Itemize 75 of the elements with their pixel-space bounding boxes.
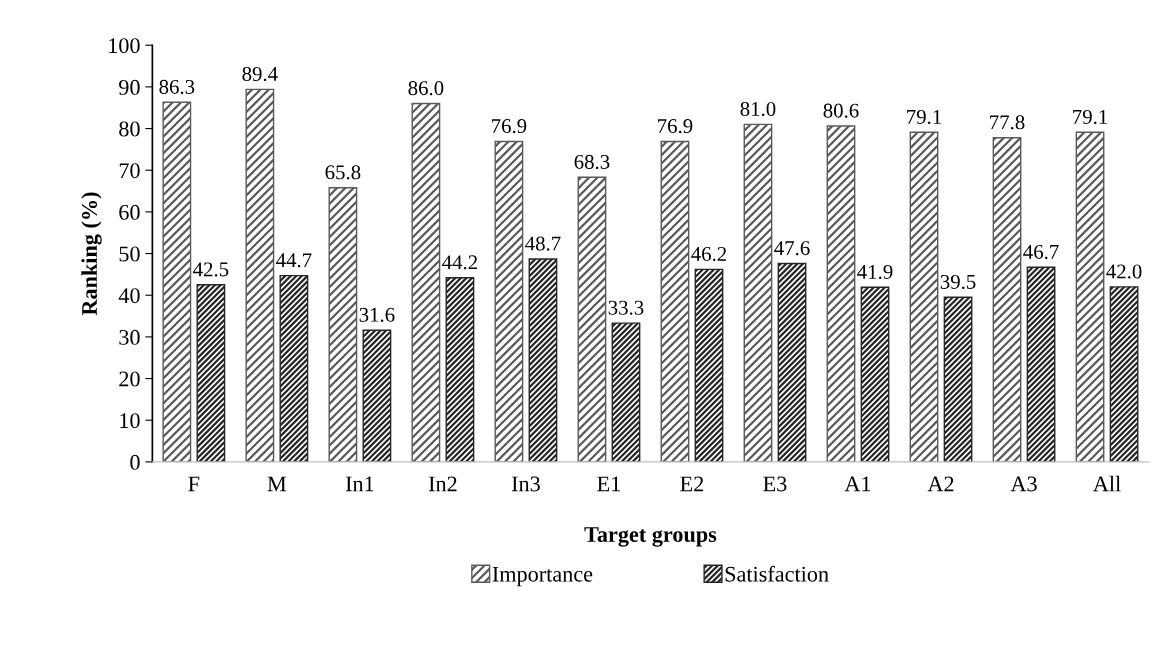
bar bbox=[528, 258, 558, 462]
x-tick-label: F bbox=[188, 476, 200, 492]
bar bbox=[245, 88, 275, 462]
legend-label: Satisfaction bbox=[725, 565, 829, 582]
data-label: 79.1 bbox=[907, 109, 941, 124]
data-label: 89.4 bbox=[242, 66, 278, 82]
bar bbox=[777, 262, 807, 462]
bar bbox=[660, 140, 690, 462]
x-tick-label: A2 bbox=[927, 476, 954, 492]
data-label: 80.6 bbox=[823, 103, 859, 118]
y-tick-label: 90 bbox=[119, 79, 140, 95]
x-tick-label: In3 bbox=[511, 476, 540, 492]
data-label: 42.0 bbox=[1106, 264, 1142, 279]
y-tick-label: 70 bbox=[119, 163, 140, 179]
y-tick-label: 80 bbox=[119, 121, 140, 137]
data-label: 31.6 bbox=[359, 307, 395, 322]
x-tick-label: A3 bbox=[1010, 476, 1037, 492]
y-tick-label: 100 bbox=[109, 38, 140, 54]
y-tick-label: 50 bbox=[119, 246, 140, 262]
data-label: 68.3 bbox=[574, 154, 610, 169]
data-label: 42.5 bbox=[193, 262, 229, 277]
data-label: 81.0 bbox=[740, 101, 776, 117]
y-tick-label: 40 bbox=[118, 288, 140, 304]
bar bbox=[1075, 131, 1105, 462]
bar bbox=[611, 322, 641, 462]
data-label: 86.0 bbox=[408, 81, 444, 96]
data-label: 65.8 bbox=[325, 165, 361, 180]
bar bbox=[694, 268, 724, 462]
bar bbox=[943, 296, 973, 462]
bar bbox=[494, 140, 524, 462]
data-label: 79.1 bbox=[1073, 109, 1108, 124]
y-tick-label: 60 bbox=[119, 204, 140, 220]
bar bbox=[860, 286, 890, 462]
bar bbox=[196, 284, 226, 462]
bar bbox=[279, 274, 309, 462]
data-label: 46.7 bbox=[1023, 244, 1059, 259]
data-label: 46.2 bbox=[691, 246, 727, 262]
data-label: 44.7 bbox=[276, 253, 312, 268]
legend-label: Importance bbox=[492, 566, 593, 587]
bar bbox=[577, 176, 607, 462]
y-tick-label: 20 bbox=[119, 371, 140, 387]
data-label: 33.3 bbox=[608, 300, 644, 315]
bar bbox=[909, 131, 939, 462]
data-label: 41.9 bbox=[857, 264, 893, 279]
x-tick-label: E3 bbox=[763, 476, 787, 492]
y-tick-label: 0 bbox=[130, 454, 140, 470]
x-tick-label: In1 bbox=[345, 476, 374, 492]
bar bbox=[992, 137, 1022, 462]
bar bbox=[445, 277, 475, 462]
x-tick-label: A1 bbox=[844, 476, 871, 492]
bar bbox=[328, 187, 358, 462]
y-tick-label: 10 bbox=[120, 413, 140, 429]
x-axis-title: Target groups bbox=[584, 527, 717, 547]
x-tick-label: E2 bbox=[680, 476, 704, 492]
data-label: 47.6 bbox=[774, 241, 810, 256]
data-label: 76.9 bbox=[658, 119, 693, 134]
bar bbox=[826, 125, 856, 462]
bar bbox=[1109, 286, 1139, 462]
bar bbox=[362, 329, 392, 462]
bar bbox=[743, 123, 773, 462]
x-tick-label: E1 bbox=[597, 476, 620, 492]
data-label: 48.7 bbox=[525, 236, 561, 251]
x-tick-label: All bbox=[1093, 475, 1121, 492]
data-label: 44.2 bbox=[442, 255, 478, 270]
data-label: 39.5 bbox=[940, 274, 976, 289]
y-tick-label: 30 bbox=[119, 329, 140, 345]
data-label: 86.3 bbox=[159, 79, 195, 94]
data-label: 77.8 bbox=[990, 115, 1025, 130]
bar bbox=[411, 102, 441, 462]
bar bbox=[162, 101, 192, 462]
bar bbox=[1026, 266, 1056, 462]
y-axis-title: Ranking (%) bbox=[81, 192, 102, 316]
data-label: 76.9 bbox=[492, 119, 527, 134]
x-tick-label: M bbox=[267, 476, 287, 492]
x-tick-label: In2 bbox=[428, 476, 457, 492]
